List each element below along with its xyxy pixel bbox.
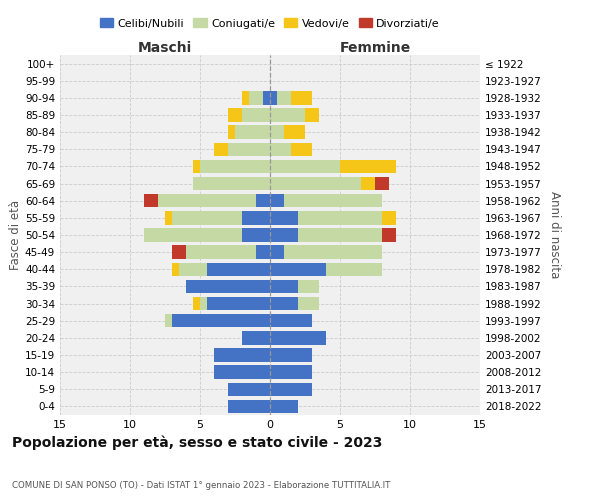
Bar: [200, 297, 207, 310]
Bar: [270, 246, 284, 259]
Bar: [270, 314, 312, 328]
Bar: [242, 331, 270, 344]
Bar: [144, 194, 158, 207]
Bar: [179, 262, 207, 276]
Bar: [207, 297, 270, 310]
Bar: [270, 91, 277, 104]
Bar: [165, 211, 172, 224]
Bar: [291, 91, 312, 104]
Bar: [284, 126, 305, 139]
Bar: [144, 228, 242, 241]
Bar: [382, 228, 396, 241]
Bar: [228, 400, 270, 413]
Bar: [270, 366, 312, 379]
Bar: [298, 228, 382, 241]
Bar: [207, 262, 270, 276]
Bar: [235, 126, 270, 139]
Bar: [256, 246, 270, 259]
Bar: [340, 160, 396, 173]
Bar: [270, 126, 284, 139]
Bar: [193, 177, 270, 190]
Bar: [270, 194, 284, 207]
Bar: [270, 177, 361, 190]
Bar: [214, 366, 270, 379]
Bar: [305, 108, 319, 122]
Bar: [298, 297, 319, 310]
Bar: [270, 280, 298, 293]
Bar: [228, 108, 242, 122]
Bar: [228, 382, 270, 396]
Bar: [284, 246, 382, 259]
Bar: [172, 246, 186, 259]
Legend: Celibi/Nubili, Coniugati/e, Vedovi/e, Divorziati/e: Celibi/Nubili, Coniugati/e, Vedovi/e, Di…: [95, 14, 445, 33]
Bar: [158, 194, 256, 207]
Y-axis label: Fasce di età: Fasce di età: [9, 200, 22, 270]
Bar: [242, 91, 249, 104]
Bar: [214, 348, 270, 362]
Bar: [193, 297, 200, 310]
Bar: [270, 211, 298, 224]
Bar: [382, 211, 396, 224]
Bar: [270, 297, 298, 310]
Bar: [242, 228, 270, 241]
Bar: [200, 160, 270, 173]
Bar: [270, 400, 298, 413]
Bar: [214, 142, 228, 156]
Bar: [263, 91, 270, 104]
Bar: [326, 262, 382, 276]
Y-axis label: Anni di nascita: Anni di nascita: [548, 192, 561, 278]
Bar: [298, 211, 382, 224]
Bar: [298, 280, 319, 293]
Bar: [375, 177, 389, 190]
Bar: [228, 126, 235, 139]
Bar: [291, 142, 312, 156]
Bar: [270, 262, 326, 276]
Text: COMUNE DI SAN PONSO (TO) - Dati ISTAT 1° gennaio 2023 - Elaborazione TUTTITALIA.: COMUNE DI SAN PONSO (TO) - Dati ISTAT 1°…: [12, 481, 391, 490]
Bar: [242, 108, 270, 122]
Bar: [284, 194, 382, 207]
Bar: [242, 211, 270, 224]
Bar: [270, 228, 298, 241]
Bar: [165, 314, 172, 328]
Bar: [256, 194, 270, 207]
Bar: [172, 262, 179, 276]
Bar: [172, 314, 270, 328]
Bar: [249, 91, 263, 104]
Text: Maschi: Maschi: [138, 41, 192, 55]
Bar: [361, 177, 375, 190]
Bar: [193, 160, 200, 173]
Bar: [270, 348, 312, 362]
Bar: [228, 142, 270, 156]
Bar: [270, 331, 326, 344]
Bar: [270, 142, 291, 156]
Bar: [277, 91, 291, 104]
Bar: [186, 280, 270, 293]
Bar: [186, 246, 256, 259]
Bar: [270, 382, 312, 396]
Bar: [270, 160, 340, 173]
Text: Popolazione per età, sesso e stato civile - 2023: Popolazione per età, sesso e stato civil…: [12, 436, 382, 450]
Bar: [172, 211, 242, 224]
Text: Femmine: Femmine: [340, 41, 410, 55]
Bar: [270, 108, 305, 122]
